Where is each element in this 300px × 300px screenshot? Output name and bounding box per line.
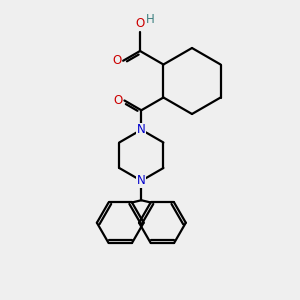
Text: O: O [114, 94, 123, 107]
Text: H: H [146, 13, 155, 26]
Text: N: N [137, 123, 146, 136]
Text: N: N [137, 174, 146, 187]
Text: O: O [112, 54, 122, 67]
Text: O: O [136, 17, 145, 30]
